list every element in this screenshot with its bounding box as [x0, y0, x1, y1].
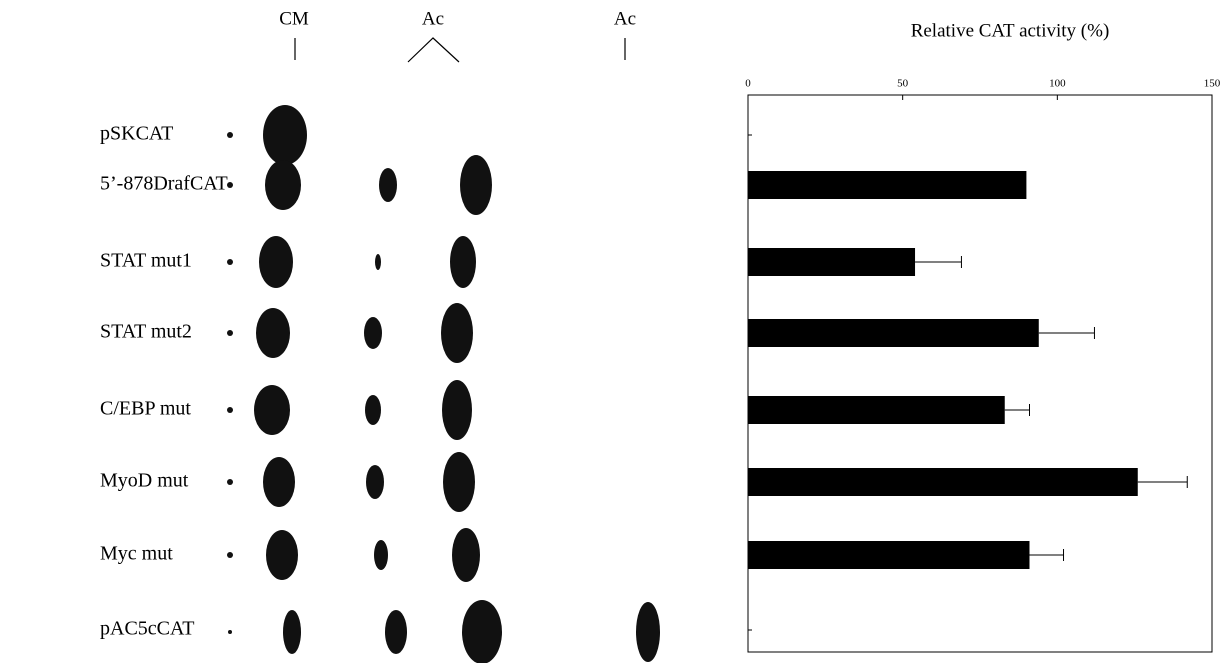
- x-tick-label: 0: [745, 78, 751, 90]
- tlc-spot: [374, 540, 388, 570]
- row-label: STAT mut2: [100, 321, 192, 343]
- tlc-spot: [442, 380, 472, 440]
- row-label: C/EBP mut: [100, 398, 191, 420]
- x-tick-label: 50: [897, 78, 909, 90]
- tlc-spot: [227, 407, 233, 413]
- tlc-spot: [263, 105, 307, 165]
- row-label: pAC5cCAT: [100, 618, 194, 640]
- bar: [748, 541, 1029, 569]
- tlc-spot: [227, 259, 233, 265]
- tlc-spot: [228, 630, 232, 634]
- x-tick-label: 150: [1204, 78, 1221, 90]
- tlc-spot: [256, 308, 290, 358]
- lane-markers: [295, 38, 625, 62]
- tlc-spot: [266, 530, 298, 580]
- tlc-spot: [227, 330, 233, 336]
- tlc-spot: [227, 552, 233, 558]
- lane-label: Ac: [422, 8, 444, 29]
- tlc-spot: [227, 479, 233, 485]
- bar: [748, 248, 915, 276]
- tlc-spot: [259, 236, 293, 288]
- tlc-spot: [263, 457, 295, 507]
- figure: Relative CAT activity (%) CM Ac Ac 0 50 10…: [0, 0, 1228, 663]
- tlc-spot: [636, 602, 660, 662]
- tlc-spot: [443, 452, 475, 512]
- tlc-spot: [452, 528, 480, 582]
- lane-label: CM: [279, 8, 309, 29]
- tlc-spot: [366, 465, 384, 499]
- tlc-spot: [441, 303, 473, 363]
- tlc-spot: [462, 600, 502, 663]
- tlc-spot: [227, 132, 233, 138]
- tlc-spot: [254, 385, 290, 435]
- chart-title: Relative CAT activity (%): [911, 20, 1110, 41]
- tlc-spot: [385, 610, 407, 654]
- tlc-spot: [365, 395, 381, 425]
- row-label: 5’-878DrafCAT: [100, 173, 228, 195]
- x-tick-label: 100: [1049, 78, 1066, 90]
- tlc-spot: [375, 254, 381, 270]
- tlc-spot: [227, 182, 233, 188]
- tlc-spot: [379, 168, 397, 202]
- tlc-spot: [460, 155, 492, 215]
- row-label: STAT mut1: [100, 250, 192, 272]
- tlc-spot: [450, 236, 476, 288]
- bar: [748, 171, 1026, 199]
- tlc-spot: [265, 160, 301, 210]
- bar: [748, 319, 1039, 347]
- lane-label: Ac: [614, 8, 636, 29]
- row-label: pSKCAT: [100, 123, 173, 145]
- tlc-spot: [364, 317, 382, 349]
- bar: [748, 468, 1138, 496]
- tlc-spot: [283, 610, 301, 654]
- row-label: MyoD mut: [100, 470, 189, 492]
- bar: [748, 396, 1005, 424]
- row-label: Myc mut: [100, 543, 173, 565]
